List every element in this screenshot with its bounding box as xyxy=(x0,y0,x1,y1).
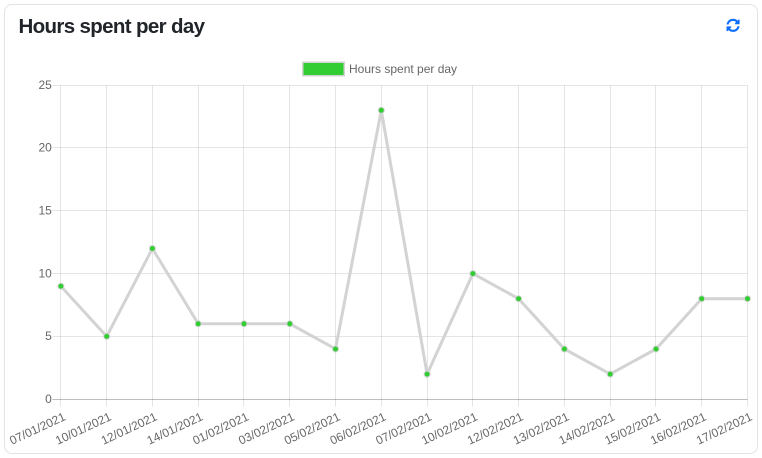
svg-text:10: 10 xyxy=(38,266,52,280)
svg-text:25: 25 xyxy=(38,78,52,92)
svg-text:15: 15 xyxy=(38,204,52,218)
svg-text:Hours spent per day: Hours spent per day xyxy=(349,62,457,76)
svg-text:20: 20 xyxy=(38,141,52,155)
svg-text:0: 0 xyxy=(45,392,52,406)
svg-text:5: 5 xyxy=(45,329,52,343)
